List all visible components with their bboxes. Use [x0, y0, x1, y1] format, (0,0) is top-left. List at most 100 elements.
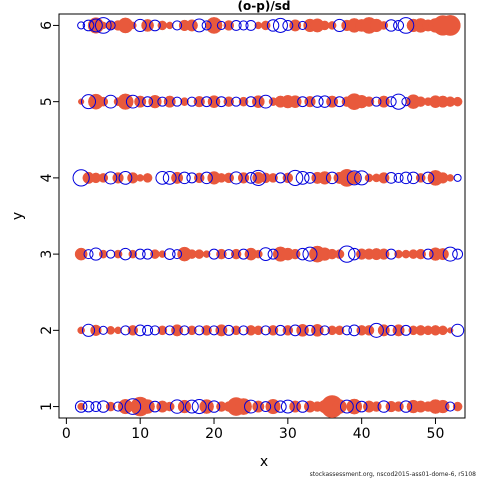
negative-residual-bubble — [200, 171, 213, 185]
x-tick-label: 0 — [62, 426, 71, 442]
positive-residual-bubble — [77, 402, 85, 411]
chart-title: (o-p)/sd — [238, 0, 291, 13]
negative-residual-bubble — [149, 19, 161, 32]
negative-residual-bubble — [274, 324, 286, 336]
negative-residual-bubble — [164, 325, 175, 336]
y-tick-label: 1 — [39, 402, 55, 411]
positive-residual-bubble — [98, 249, 108, 259]
y-axis-label: y — [10, 212, 26, 220]
positive-residual-bubble — [267, 325, 279, 336]
footnote: stockassessment.org, nscod2015-ass01-dom… — [309, 471, 476, 478]
negative-residual-bubble — [401, 97, 411, 107]
positive-residual-bubble — [334, 325, 345, 336]
negative-residual-bubble — [72, 169, 90, 187]
negative-residual-bubble — [245, 19, 257, 31]
negative-residual-bubble — [287, 169, 304, 186]
negative-residual-bubble — [223, 249, 234, 260]
x-tick-label: 30 — [279, 426, 297, 442]
negative-residual-bubble — [142, 96, 154, 108]
positive-residual-bubble — [117, 93, 134, 110]
negative-residual-bubble — [298, 20, 308, 30]
negative-residual-bubble — [201, 20, 212, 31]
negative-residual-bubble — [272, 17, 288, 33]
x-tick-label: 50 — [427, 426, 445, 442]
negative-residual-bubble — [421, 171, 435, 185]
negative-residual-bubble — [295, 170, 310, 185]
positive-residual-bubble — [439, 15, 461, 36]
positive-residual-bubble — [205, 17, 223, 34]
negative-residual-bubble — [231, 96, 242, 107]
negative-residual-bubble — [399, 171, 413, 185]
negative-residual-bubble — [120, 325, 131, 336]
negative-residual-bubble — [385, 172, 398, 184]
positive-residual-bubble — [106, 326, 115, 335]
negative-residual-bubble — [184, 399, 199, 414]
negative-residual-bubble — [179, 325, 190, 336]
positive-residual-bubble — [230, 248, 242, 260]
negative-residual-bubble — [442, 246, 458, 262]
negative-residual-bubble — [89, 18, 103, 33]
y-tick-label: 2 — [39, 326, 55, 335]
y-tick-label: 3 — [39, 250, 55, 259]
positive-residual-bubble — [158, 250, 167, 258]
negative-residual-bubble — [208, 248, 220, 260]
negative-residual-bubble — [339, 399, 354, 414]
y-tick-label: 4 — [39, 173, 55, 182]
negative-residual-bubble — [94, 17, 112, 34]
negative-residual-bubble — [149, 400, 161, 413]
positive-residual-bubble — [415, 248, 426, 260]
negative-residual-bubble — [422, 248, 434, 260]
negative-residual-bubble — [215, 96, 227, 108]
negative-residual-bubble — [119, 247, 132, 261]
positive-residual-bubble — [171, 324, 184, 337]
negative-residual-bubble — [192, 18, 207, 33]
negative-residual-bubble — [274, 172, 286, 184]
negative-residual-bubble — [385, 324, 397, 336]
negative-residual-bubble — [289, 324, 302, 337]
positive-residual-bubble — [163, 95, 176, 108]
positive-residual-bubble — [254, 249, 263, 259]
positive-residual-bubble — [142, 173, 153, 183]
negative-residual-bubble — [445, 401, 456, 412]
positive-residual-bubble — [327, 21, 337, 30]
negative-residual-bubble — [354, 170, 370, 186]
negative-residual-bubble — [452, 248, 464, 260]
negative-residual-bubble — [149, 325, 160, 336]
positive-residual-bubble — [98, 173, 109, 183]
negative-residual-bubble — [385, 96, 397, 108]
negative-residual-bubble — [280, 399, 295, 414]
negative-residual-bubble — [296, 400, 309, 413]
negative-residual-bubble — [238, 325, 249, 336]
negative-residual-bubble — [297, 96, 309, 108]
positive-residual-bubble — [136, 174, 144, 182]
negative-residual-bubble — [258, 247, 273, 262]
x-tick-label: 10 — [131, 426, 149, 442]
positive-residual-bubble — [202, 250, 211, 258]
negative-residual-bubble — [74, 400, 88, 413]
negative-residual-bubble — [245, 172, 257, 184]
positive-residual-bubble — [332, 399, 347, 414]
positive-residual-bubble — [129, 21, 137, 30]
negative-residual-bubble — [260, 401, 272, 413]
negative-residual-bubble — [332, 18, 347, 33]
positive-residual-bubble — [90, 324, 102, 336]
positive-residual-bubble — [238, 96, 249, 107]
negative-residual-bubble — [238, 20, 249, 31]
negative-residual-bubble — [81, 94, 97, 110]
positive-residual-bubble — [223, 20, 234, 31]
negative-residual-bubble — [230, 19, 242, 31]
negative-residual-bubble — [223, 324, 235, 336]
negative-residual-bubble — [89, 247, 103, 261]
negative-residual-bubble — [163, 248, 176, 260]
positive-residual-bubble — [436, 399, 450, 414]
positive-residual-bubble — [253, 325, 264, 336]
negative-residual-bubble — [201, 96, 213, 108]
negative-residual-bubble — [304, 324, 316, 336]
positive-residual-bubble — [180, 97, 189, 106]
x-tick-label: 40 — [353, 426, 371, 442]
negative-residual-bubble — [172, 96, 183, 107]
negative-residual-bubble — [384, 19, 398, 32]
negative-residual-bubble — [385, 248, 397, 260]
negative-residual-bubble — [97, 400, 110, 413]
